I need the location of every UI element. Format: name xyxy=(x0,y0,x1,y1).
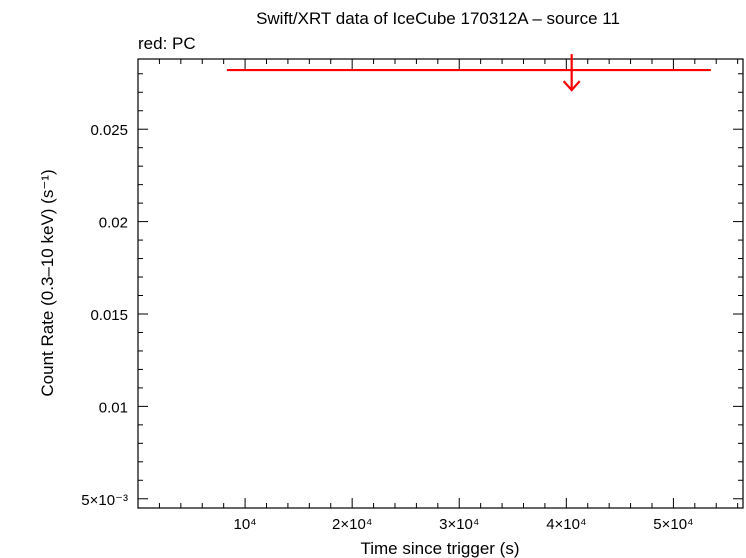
x-tick-label: 3×10⁴ xyxy=(439,516,479,533)
plot-frame xyxy=(137,58,744,509)
y-tick-label: 0.02 xyxy=(99,215,128,232)
x-axis: 10⁴ 2×10⁴ 3×10⁴ 4×10⁴ 5×10⁴ xyxy=(158,59,739,533)
chart-title: Swift/XRT data of IceCube 170312A – sour… xyxy=(256,9,620,28)
x-axis-label: Time since trigger (s) xyxy=(360,539,519,558)
x-tick-label: 2×10⁴ xyxy=(332,516,372,533)
y-tick-label: 5×10⁻³ xyxy=(81,492,128,509)
y-tick-label: 0.025 xyxy=(90,122,128,139)
y-axis: 5×10⁻³ 0.01 0.015 0.02 0.025 xyxy=(81,73,743,509)
upper-limit-arrow-icon xyxy=(562,80,581,92)
chart-subtitle: red: PC xyxy=(138,34,196,53)
data-marks xyxy=(226,54,711,92)
y-tick-label: 0.015 xyxy=(90,307,128,324)
x-tick-label: 10⁴ xyxy=(234,516,257,533)
x-tick-label: 4×10⁴ xyxy=(546,516,586,533)
y-tick-label: 0.01 xyxy=(99,399,128,416)
y-axis-label: Count Rate (0.3–10 keV) (s⁻¹) xyxy=(38,169,57,396)
x-tick-label: 5×10⁴ xyxy=(653,516,693,533)
